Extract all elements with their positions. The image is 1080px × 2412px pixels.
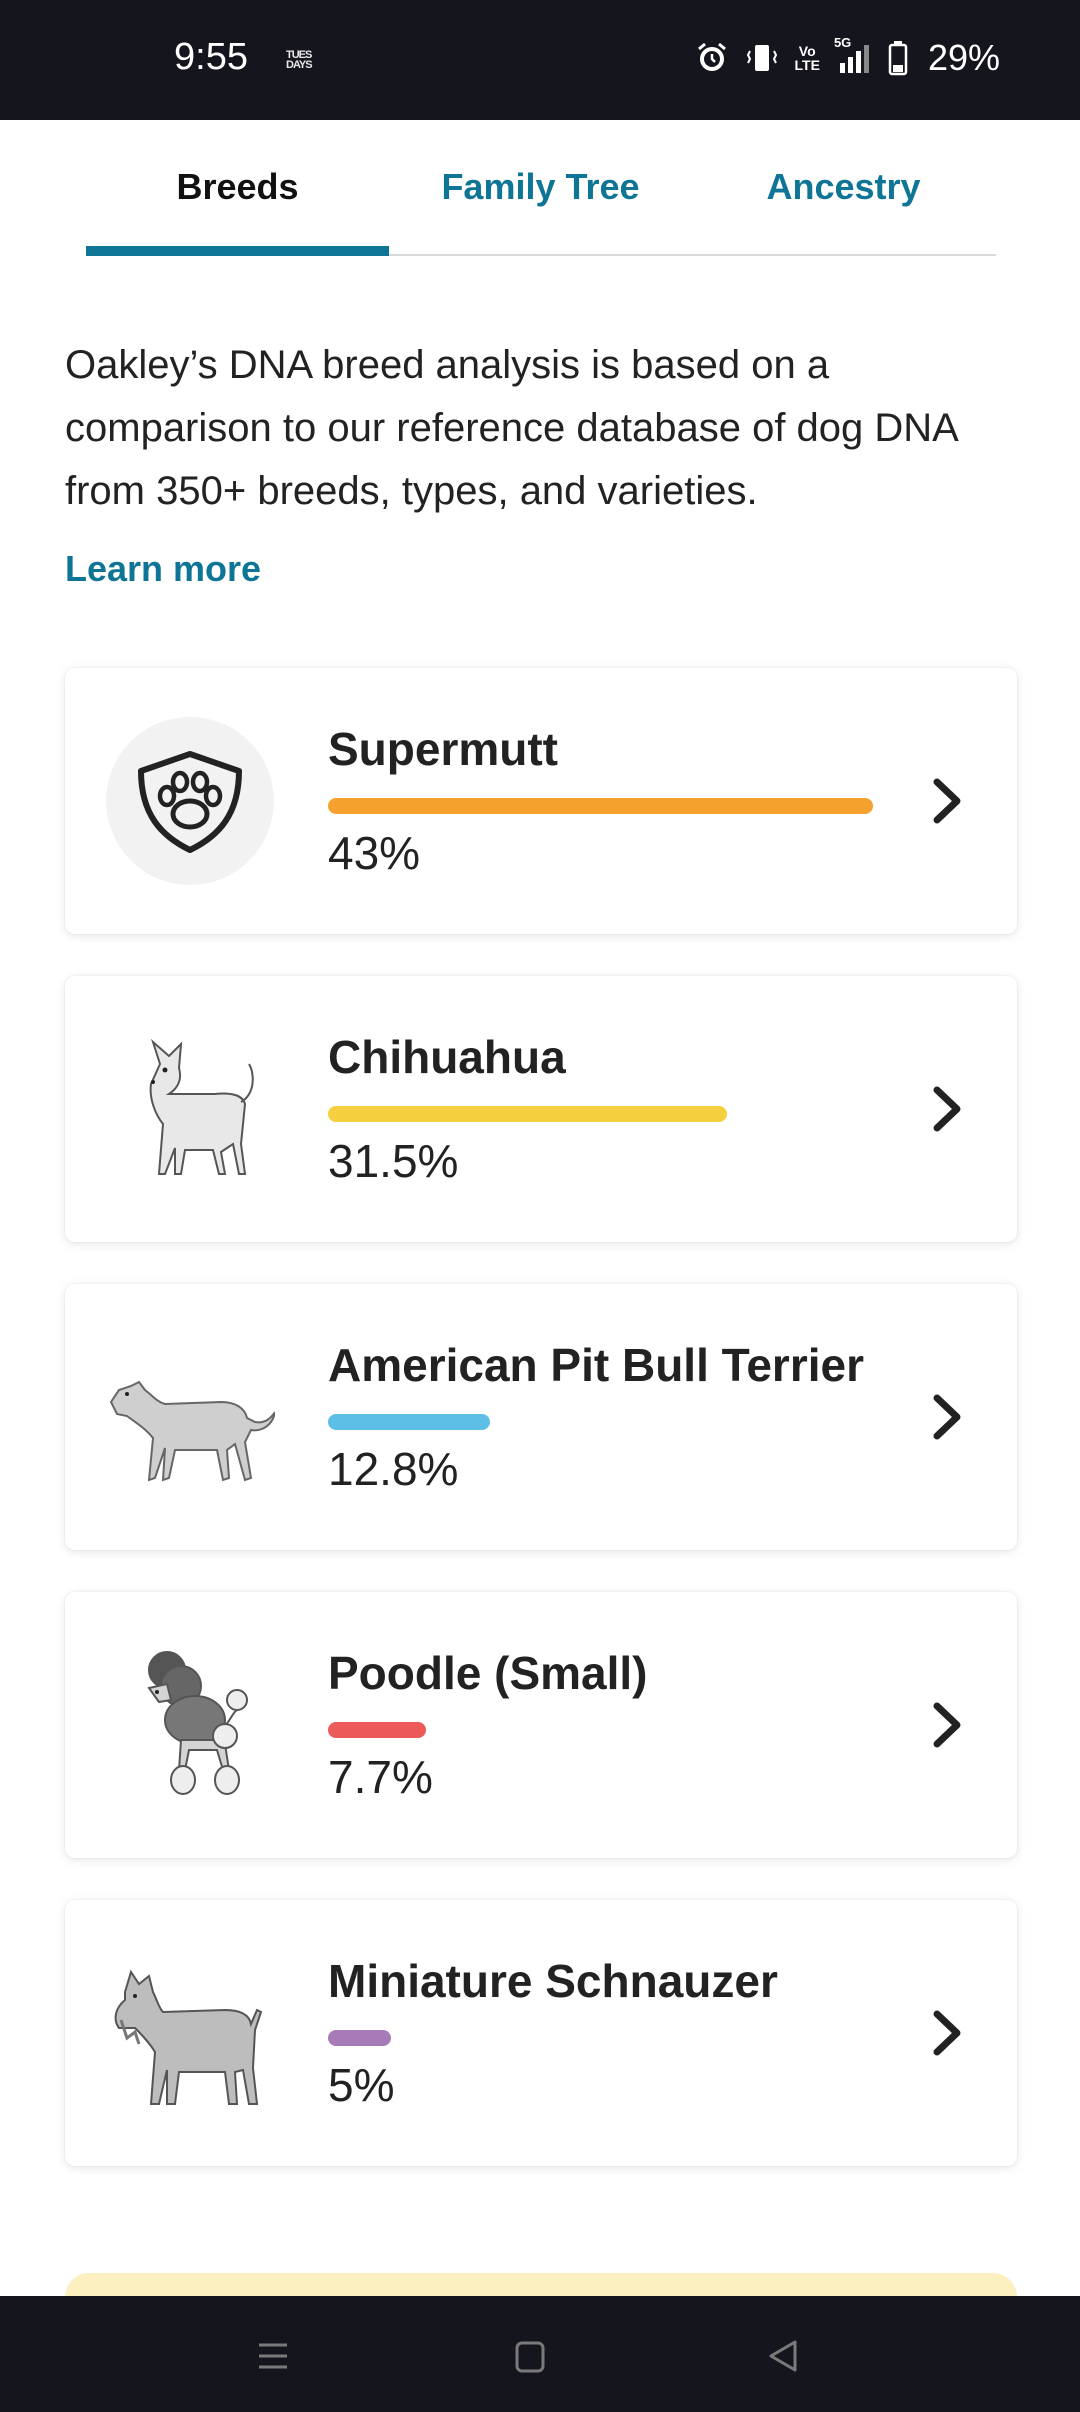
breed-card-chihuahua[interactable]: Chihuahua 31.5%	[65, 976, 1017, 1242]
breed-name: American Pit Bull Terrier	[328, 1339, 864, 1391]
breed-card-miniature-schnauzer[interactable]: Miniature Schnauzer 5%	[65, 1900, 1017, 2166]
home-button[interactable]	[500, 2326, 560, 2386]
back-button[interactable]	[753, 2326, 813, 2386]
chevron-right-icon	[917, 771, 977, 831]
breed-bar	[328, 798, 873, 814]
schnauzer-illustration	[105, 1948, 275, 2118]
battery-icon	[888, 40, 908, 76]
breed-bar-fill	[328, 798, 873, 814]
network-type: 5G	[833, 35, 852, 50]
breed-percent: 12.8%	[328, 1443, 459, 1495]
breed-percent: 31.5%	[328, 1135, 459, 1187]
main-content: Breeds Family Tree Ancestry Oakley’s DNA…	[0, 120, 1080, 2333]
breed-card-supermutt[interactable]: Supermutt 43%	[65, 668, 1017, 934]
tab-family-tree[interactable]: Family Tree	[441, 166, 640, 207]
recent-apps-button[interactable]	[243, 2326, 303, 2386]
breed-bar	[328, 1414, 873, 1430]
status-mini-bottom: DAYS	[286, 59, 313, 71]
breed-percent: 7.7%	[328, 1751, 433, 1803]
breed-name: Chihuahua	[328, 1031, 566, 1083]
pit-bull-illustration	[105, 1332, 275, 1502]
tab-breeds[interactable]: Breeds	[86, 120, 389, 256]
breed-bar	[328, 1106, 873, 1122]
breed-name: Poodle (Small)	[328, 1647, 648, 1699]
status-mini-top: TUES	[286, 49, 312, 61]
alarm-icon	[695, 41, 729, 75]
battery-percent: 29%	[927, 37, 1000, 78]
volte-icon: Vo LTE	[795, 44, 820, 72]
chevron-right-icon	[917, 1079, 977, 1139]
breed-bar-fill	[328, 1414, 491, 1430]
chevron-right-icon	[917, 1387, 977, 1447]
breed-bar-fill	[328, 1106, 728, 1122]
breed-percent: 5%	[328, 2059, 395, 2111]
breed-bar	[328, 1722, 873, 1738]
breed-bar	[328, 2030, 873, 2046]
paw-shield-icon	[105, 716, 275, 886]
breed-card-poodle-small[interactable]: Poodle (Small) 7.7%	[65, 1592, 1017, 1858]
status-icons: Vo LTE 5G 29%	[695, 34, 1000, 82]
chihuahua-illustration	[105, 1024, 275, 1194]
volte-bottom: LTE	[794, 57, 820, 73]
intro-text: Oakley’s DNA breed analysis is based on …	[65, 343, 957, 513]
system-nav-bar	[0, 2296, 1080, 2412]
status-notification-icon: TUES DAYS	[286, 49, 313, 71]
chevron-right-icon	[917, 2003, 977, 2063]
poodle-illustration	[105, 1640, 275, 1810]
vibrate-icon	[745, 41, 779, 75]
chevron-right-icon	[917, 1695, 977, 1755]
tab-bar: Breeds Family Tree Ancestry	[86, 120, 996, 256]
breed-name: Miniature Schnauzer	[328, 1955, 778, 2007]
breed-name: Supermutt	[328, 723, 558, 775]
status-time: 9:55	[174, 36, 248, 78]
breed-percent: 43%	[328, 827, 421, 879]
status-bar: 9:55 TUES DAYS Vo LTE 5G 29%	[0, 0, 1080, 120]
signal-icon: 5G	[834, 35, 872, 75]
volte-top: Vo	[798, 43, 816, 59]
tab-ancestry[interactable]: Ancestry	[766, 166, 921, 207]
breed-bar-fill	[328, 2030, 392, 2046]
breed-card-american-pit-bull-terrier[interactable]: American Pit Bull Terrier 12.8%	[65, 1284, 1017, 1550]
breed-bar-fill	[328, 1722, 426, 1738]
learn-more-link[interactable]: Learn more	[65, 548, 262, 589]
